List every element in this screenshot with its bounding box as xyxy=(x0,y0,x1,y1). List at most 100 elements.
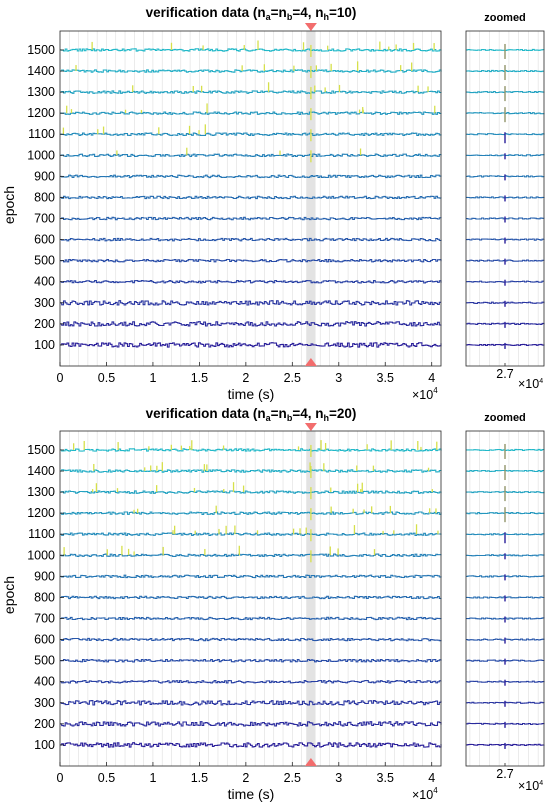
epoch-trace xyxy=(465,196,545,199)
epoch-trace xyxy=(59,237,442,242)
epoch-trace xyxy=(465,743,545,746)
epoch-trace xyxy=(59,511,442,515)
bottom-y-axis-label: epoch xyxy=(1,576,17,614)
x-tick-label: 3 xyxy=(335,371,342,385)
epoch-trace xyxy=(465,554,545,557)
y-tick-label: 1300 xyxy=(27,485,55,499)
y-tick-label: 300 xyxy=(34,696,55,710)
epoch-trace xyxy=(59,553,442,558)
bottom-zoom-title: zoomed xyxy=(484,412,526,424)
y-tick-label: 100 xyxy=(34,338,55,352)
y-tick-label: 300 xyxy=(34,296,55,310)
y-tick-label: 1000 xyxy=(27,148,55,162)
epoch-trace xyxy=(465,448,545,452)
time-marker-top xyxy=(304,23,317,31)
epoch-trace xyxy=(59,679,442,684)
x-tick-label: 2.7 xyxy=(496,767,513,781)
x-tick-label: 2.5 xyxy=(284,371,301,385)
y-tick-label: 1100 xyxy=(28,127,55,141)
x-tick-label: 2 xyxy=(242,371,249,385)
epoch-trace xyxy=(59,153,442,158)
x-tick-label: 1.5 xyxy=(191,771,208,785)
y-tick-label: 100 xyxy=(34,738,55,752)
y-tick-label: 500 xyxy=(34,654,55,668)
top-y-axis-label: epoch xyxy=(1,186,17,224)
epoch-trace xyxy=(59,658,442,663)
epoch-trace xyxy=(465,48,545,52)
epoch-trace xyxy=(59,132,442,136)
epoch-trace xyxy=(59,574,442,579)
epoch-trace xyxy=(465,238,545,241)
y-tick-label: 1500 xyxy=(27,443,55,457)
y-tick-label: 200 xyxy=(34,317,55,331)
epoch-trace xyxy=(59,721,442,727)
epoch-trace xyxy=(465,469,544,473)
y-tick-label: 500 xyxy=(34,254,55,268)
y-tick-label: 1000 xyxy=(27,548,55,562)
epoch-trace xyxy=(59,616,442,621)
epoch-trace xyxy=(59,216,442,221)
bottom-x-axis-label: time (s) xyxy=(228,786,275,802)
top-zoom-title: zoomed xyxy=(484,12,526,24)
x-tick-label: 4 xyxy=(428,371,435,385)
epoch-trace xyxy=(59,111,442,115)
epoch-trace xyxy=(59,321,442,327)
epoch-trace xyxy=(59,174,442,179)
epoch-trace xyxy=(465,175,545,178)
time-marker-top xyxy=(304,423,317,431)
top-chart-title: verification data (na=nb=4, nh=10) xyxy=(146,5,357,22)
epoch-trace xyxy=(465,512,545,515)
y-tick-label: 1500 xyxy=(27,43,55,57)
top-zoom-x-exponent: ×104 xyxy=(518,377,543,391)
epoch-trace xyxy=(465,659,545,662)
x-tick-label: 3.5 xyxy=(377,371,394,385)
epoch-trace xyxy=(59,700,442,706)
epoch-trace xyxy=(59,469,442,473)
epoch-trace xyxy=(59,279,442,284)
epoch-trace xyxy=(59,637,442,642)
epoch-trace xyxy=(465,343,545,346)
x-tick-label: 0.5 xyxy=(98,771,115,785)
time-marker-bottom xyxy=(304,758,317,766)
x-tick-label: 2.5 xyxy=(284,771,301,785)
epoch-trace xyxy=(465,112,545,115)
x-tick-label: 2 xyxy=(242,771,249,785)
y-tick-label: 1100 xyxy=(28,527,55,541)
x-tick-label: 0 xyxy=(57,771,64,785)
y-tick-label: 900 xyxy=(34,169,55,183)
y-tick-label: 700 xyxy=(34,612,55,626)
y-tick-label: 1300 xyxy=(27,85,55,99)
y-tick-label: 700 xyxy=(34,212,55,226)
y-tick-label: 400 xyxy=(34,275,55,289)
plot-area xyxy=(60,431,441,766)
epoch-trace xyxy=(59,69,442,73)
x-tick-label: 2.7 xyxy=(496,367,513,381)
x-tick-label: 0.5 xyxy=(98,371,115,385)
x-tick-label: 3.5 xyxy=(377,771,394,785)
epoch-trace xyxy=(59,342,442,348)
epoch-trace xyxy=(59,742,442,748)
epoch-trace xyxy=(59,195,442,200)
x-tick-label: 3 xyxy=(335,771,342,785)
bottom-main-panel: 100 200 300 400 500 600 700 800 900 1000 1100 1200 1… xyxy=(1,406,442,802)
epoch-trace xyxy=(59,448,442,452)
epoch-trace xyxy=(465,638,545,641)
time-marker-bottom xyxy=(304,358,317,366)
y-tick-label: 1400 xyxy=(27,464,55,478)
x-tick-label: 4 xyxy=(428,771,435,785)
y-tick-label: 600 xyxy=(34,633,55,647)
y-tick-label: 1200 xyxy=(27,106,55,120)
epoch-trace xyxy=(465,617,545,620)
bottom-x-exponent: ×104 xyxy=(412,786,438,802)
y-tick-label: 1400 xyxy=(27,64,55,78)
x-tick-label: 0 xyxy=(57,371,64,385)
bottom-chart-title: verification data (na=nb=4, nh=20) xyxy=(146,406,357,423)
top-zoom-panel: 2.7 zoomed ×104 xyxy=(465,12,545,391)
epoch-trace xyxy=(59,595,442,600)
y-tick-label: 900 xyxy=(34,569,55,583)
epoch-trace xyxy=(59,258,442,263)
epoch-trace xyxy=(465,491,545,494)
y-tick-label: 200 xyxy=(34,717,55,731)
x-tick-label: 1.5 xyxy=(191,371,208,385)
